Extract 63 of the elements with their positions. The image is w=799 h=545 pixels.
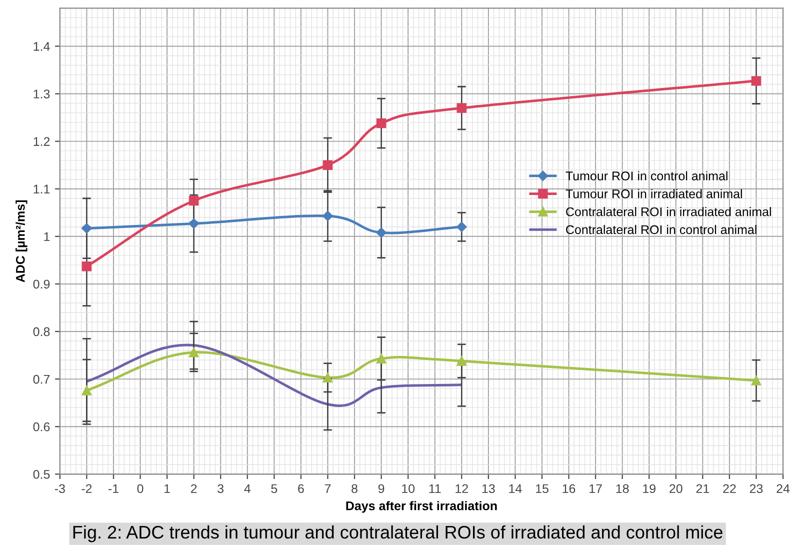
legend-label: Contralateral ROI in control animal [566,224,756,234]
y-tick-label: 0.7 [33,374,50,384]
legend-label: Contralateral ROI in irradiated animal [566,207,771,216]
x-tick-label: 1 [164,484,170,493]
y-tick-label: 1.4 [34,42,50,51]
y-axis-title: ADC [µm²/ms] [16,200,28,282]
point [322,210,333,222]
x-tick-label: 6 [298,484,304,494]
x-tick-label: -1 [108,484,118,493]
caption: Fig. 2: ADC trends in tumour and contralateral ROIs of irradiated and control mice [73,525,722,542]
point [751,376,762,386]
point [751,76,762,86]
point [376,118,386,128]
x-axis-title: Days after first irradiation [346,501,497,513]
x-tick-label: 16 [562,484,576,494]
point [322,160,333,170]
x-tick-label: 18 [616,484,629,494]
x-tick-label: 11 [429,484,441,493]
x-tick-label: 12 [456,484,468,493]
x-tick-label: 23 [750,484,763,494]
x-tick-label: 7 [324,484,331,493]
x-tick-label: 0 [137,484,144,494]
y-tick-label: 1.1 [34,184,50,194]
x-tick-label: 5 [271,484,278,494]
x-tick-label: 19 [643,484,656,494]
point [82,262,92,272]
y-tick-label: 0.6 [33,422,50,432]
point [188,348,199,358]
x-tick-label: 24 [776,484,790,493]
point [188,218,199,229]
x-tick-label: 21 [696,484,710,493]
point [376,227,386,238]
point [376,354,386,364]
x-tick-label: 20 [670,484,682,494]
x-tick-label: 9 [378,484,384,494]
x-tick-label: 10 [402,484,415,494]
y-tick-label: 1.3 [34,90,50,98]
y-tick-label: 1 [44,232,50,241]
point [456,103,467,113]
x-tick-label: -2 [82,484,92,493]
x-tick-label: 3 [218,484,224,494]
legend-label: Tumour ROI in irradiated animal [566,189,742,198]
point [82,386,92,396]
y-tick-label: 0.9 [33,280,50,289]
y-tick-label: 0.5 [33,470,50,479]
x-tick-label: 22 [723,484,736,493]
point [322,372,333,382]
x-tick-label: 2 [190,484,197,493]
point [456,356,467,366]
point [188,196,199,206]
legend-label: Tumour ROI in control animal [566,171,728,180]
x-tick-label: 4 [244,484,251,493]
x-tick-label: 15 [536,484,548,494]
y-tick-label: 1.2 [34,137,50,146]
line-series [85,344,463,407]
y-tick-label: 0.8 [33,327,50,336]
point [456,222,467,232]
x-tick-label: -3 [54,484,65,494]
x-tick-label: 8 [352,484,358,494]
x-tick-label: 14 [509,484,522,493]
point [82,223,92,234]
x-tick-label: 13 [482,484,495,494]
x-tick-label: 17 [590,484,602,493]
